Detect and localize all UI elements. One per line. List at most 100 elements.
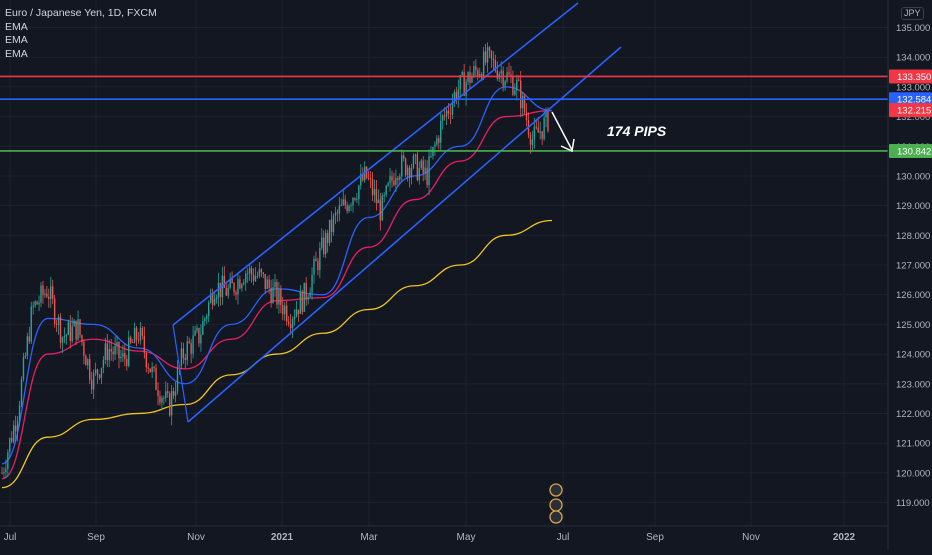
candle-body [289,324,292,329]
candle-body [309,292,311,298]
candle-body [94,369,97,373]
candle-body [397,178,399,181]
ema-slow-line [1,219,553,489]
candle-body [504,81,506,86]
symbol-title[interactable]: Euro / Japanese Yen, 1D, FXCM [5,7,157,19]
candle-body [362,173,364,181]
candle-body [475,66,477,71]
candle-body [155,367,157,390]
price-tick-label: 132.000 [896,112,930,123]
candle-body [237,279,239,295]
candle-body [399,176,401,181]
candle-body [65,334,68,337]
time-tick-label: Sep [646,532,664,543]
channel-upper-line [172,2,579,326]
candle-body [149,368,151,373]
candle-body [89,359,91,380]
candle-body [401,155,403,177]
candle-body [243,282,245,285]
indicator-ema-2[interactable]: EMA [5,34,28,46]
candle-body [299,291,302,314]
indicator-ema-1[interactable]: EMA [5,20,28,33]
ema-fast-line [1,86,553,465]
channel-lower-line [187,46,622,423]
candle-body [543,117,545,139]
candle-body [81,335,83,343]
candle-body [371,178,374,196]
candle-body [219,282,222,298]
candle-body [447,110,450,114]
candle-body [516,79,518,91]
candle-body [547,109,549,131]
candle-body [128,337,130,366]
candle-body [531,139,534,145]
time-tick-label: 2021 [271,532,294,543]
candle-body [471,75,473,83]
candle-body [412,155,415,168]
candle-body [523,95,526,113]
candle-body [486,47,489,63]
candle-body [416,154,419,181]
candle-body [61,337,64,343]
candle-body [408,167,411,178]
price-tick-label: 120.000 [896,468,930,479]
candle-body [174,391,177,396]
candle-body [208,302,210,317]
candle-body [303,282,305,312]
candle-body [167,391,169,394]
candle-body [67,322,69,335]
candle-body [133,327,136,343]
price-level-badge [889,143,932,158]
candle-body [202,320,204,335]
candle-body [457,89,459,100]
price-tick-label: 123.000 [896,379,930,390]
candle-body [545,109,547,118]
candle-body [206,316,208,319]
candle-body [420,160,422,169]
candle-body [235,292,237,295]
indicator-ema-3[interactable]: EMA [5,47,28,60]
price-tick-label: 134.000 [896,53,930,64]
candle-body [488,47,491,51]
candle-body [188,341,190,344]
time-axis[interactable]: Jul Sep Nov 2021 Mar May Jul Sep Nov 2022 [0,525,888,543]
price-tick-label: 129.000 [896,201,930,212]
candle-body [344,199,346,206]
candle-body [104,343,107,361]
candle-body [250,268,253,275]
candle-body [169,393,171,416]
candle-body [387,183,389,186]
candle-body [410,167,413,178]
candle-body [440,120,442,143]
candle-body [301,291,303,312]
candle-body [143,335,146,353]
candle-body [463,72,465,96]
candle-body [535,126,537,128]
candle-body [211,293,214,305]
candle-body [502,70,504,86]
candle-body [145,352,147,368]
candle-body [389,176,391,184]
currency-badge[interactable]: JPY [901,7,924,20]
candle-body [247,273,249,274]
candle-body [325,232,327,255]
time-tick-label: Nov [187,532,205,543]
candle-body [469,72,471,83]
price-axis[interactable]: 119.000 120.000 121.000 122.000 123.000 124.0… [887,0,932,550]
candle-body [381,195,383,221]
candle-body [492,58,495,61]
candle-body [147,367,149,369]
candle-body [7,452,9,469]
candle-body [165,391,167,398]
candle-body [196,327,198,331]
candle-body [391,176,393,181]
candle-body [422,160,424,173]
pips-annotation: 174 PIPS [607,123,667,139]
candle-body [108,349,110,361]
time-tick-label: Jul [557,532,570,543]
candle-body [256,276,259,277]
candle-body [71,326,73,342]
candle-body [455,92,458,100]
